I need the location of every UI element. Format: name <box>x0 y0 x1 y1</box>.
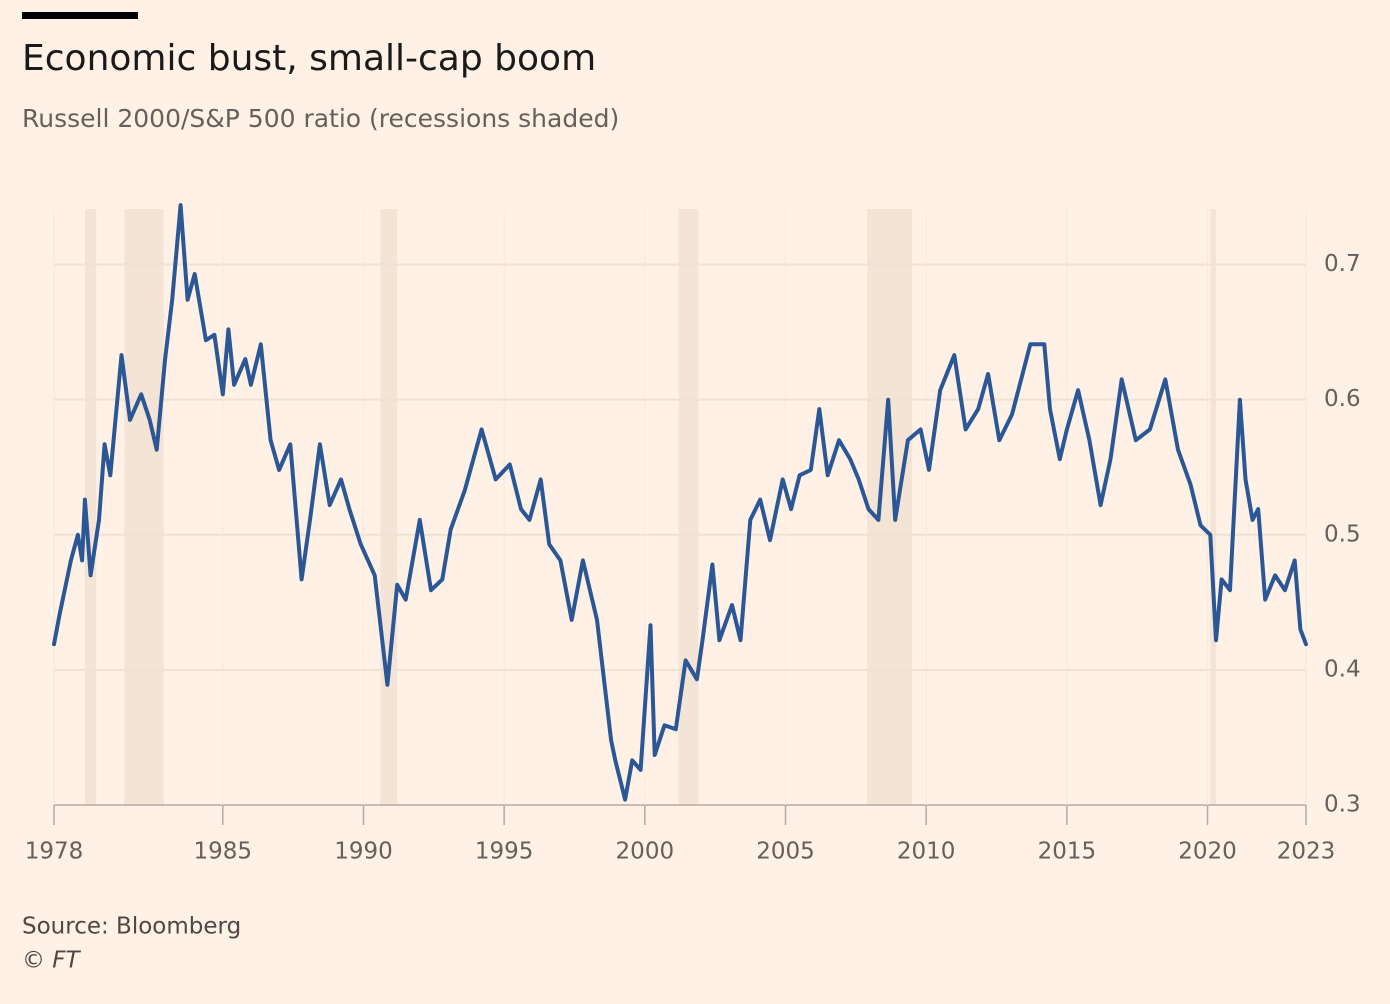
y-tick-label: 0.4 <box>1324 656 1361 682</box>
recession-band <box>380 209 398 805</box>
recession-band <box>678 209 699 805</box>
x-tick-label: 1990 <box>334 839 393 865</box>
y-tick-label: 0.7 <box>1324 251 1361 277</box>
y-tick-label: 0.3 <box>1324 792 1361 818</box>
y-tick-label: 0.5 <box>1324 521 1361 547</box>
x-tick-label: 2010 <box>897 839 956 865</box>
plot-area: 0.3 0.4 0.5 0.6 0.7 1978 1985 1990 1995 2000 2005 2… <box>25 203 1361 865</box>
x-tick-label: 2005 <box>756 839 815 865</box>
x-tick-label: 1985 <box>194 839 253 865</box>
x-tick-label: 2023 <box>1277 839 1336 865</box>
data-line <box>52 203 1308 802</box>
credit: © FT <box>22 948 82 974</box>
x-tick-label: 2020 <box>1178 839 1237 865</box>
recession-band <box>84 209 97 805</box>
y-tick-label: 0.6 <box>1324 386 1361 412</box>
x-tick-label: 1978 <box>25 839 84 865</box>
x-tick-label: 2000 <box>616 839 675 865</box>
title-bar <box>22 12 138 19</box>
source: Source: Bloomberg <box>22 914 241 940</box>
chart-title: Economic bust, small-cap boom <box>22 38 596 79</box>
x-tick-label: 1995 <box>475 839 534 865</box>
x-tick-label: 2015 <box>1038 839 1097 865</box>
recession-band <box>867 209 913 805</box>
chart-subtitle: Russell 2000/S&P 500 ratio (recessions s… <box>22 104 619 133</box>
recession-band <box>124 209 164 805</box>
recession-band <box>1210 209 1216 805</box>
